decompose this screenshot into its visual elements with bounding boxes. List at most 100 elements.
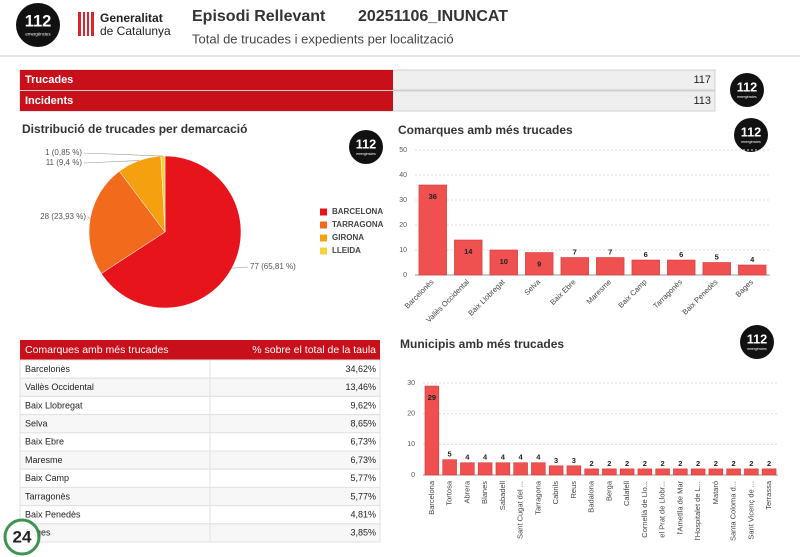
bar bbox=[454, 239, 483, 276]
legend-swatch bbox=[320, 208, 327, 216]
bar bbox=[418, 184, 447, 276]
data-label: 2 bbox=[625, 459, 629, 468]
table-row bbox=[19, 432, 381, 452]
x-tick-label: Sant Cugat del ... bbox=[516, 481, 525, 539]
chart-title: Comarques amb més trucades bbox=[398, 123, 573, 137]
y-tick-label: 10 bbox=[407, 441, 415, 448]
data-label: 2 bbox=[696, 459, 700, 468]
table-row bbox=[19, 450, 381, 470]
bar bbox=[566, 465, 582, 476]
table-cell: Selva bbox=[25, 418, 48, 428]
org-name: Generalitat bbox=[100, 11, 163, 25]
data-label: 2 bbox=[643, 459, 647, 468]
x-tick-label: Santa Coloma d... bbox=[729, 481, 738, 541]
bar bbox=[489, 249, 518, 276]
bar bbox=[702, 262, 731, 276]
y-tick-label: 0 bbox=[403, 272, 407, 279]
bar bbox=[738, 264, 767, 276]
data-label: 4 bbox=[519, 453, 524, 462]
table-cell: 4,81% bbox=[350, 509, 376, 519]
logo-number: 112 bbox=[737, 79, 758, 94]
table-row bbox=[19, 414, 381, 434]
legend-label: TARRAGONA bbox=[332, 220, 384, 229]
data-label: 2 bbox=[661, 459, 665, 468]
bar bbox=[548, 465, 564, 476]
summary-label: Incidents bbox=[25, 95, 73, 107]
table-cell: 8,65% bbox=[350, 418, 376, 428]
bar bbox=[602, 468, 617, 476]
bar bbox=[637, 468, 653, 476]
data-label: 7 bbox=[573, 247, 577, 256]
data-label: 4 bbox=[465, 453, 470, 462]
legend-label: BARCELONA bbox=[332, 207, 383, 216]
data-label: 11 (9,4 %) bbox=[46, 158, 83, 167]
bar bbox=[690, 468, 706, 476]
data-label: 7 bbox=[608, 247, 612, 256]
y-tick-label: 20 bbox=[399, 222, 407, 229]
table-cell: 9,62% bbox=[350, 400, 376, 410]
data-label: 5 bbox=[715, 252, 719, 261]
table-cell: 6,73% bbox=[350, 455, 376, 465]
x-tick-label: Berga bbox=[604, 480, 613, 501]
table-cell: Vallès Occidental bbox=[25, 382, 94, 392]
x-tick-label: Tortosa bbox=[445, 480, 454, 505]
logo-number: 112 bbox=[747, 331, 768, 346]
table-cell: 5,77% bbox=[350, 491, 376, 501]
data-label: 6 bbox=[644, 250, 648, 259]
legend-label: LLEIDA bbox=[332, 246, 361, 255]
table-cell: 6,73% bbox=[350, 437, 376, 447]
leader-line bbox=[231, 266, 249, 269]
data-label: 4 bbox=[501, 453, 506, 462]
data-label: 28 (23,93 %) bbox=[40, 212, 86, 221]
logo-112 bbox=[16, 3, 60, 47]
x-tick-label: Terrassa bbox=[764, 480, 773, 510]
y-tick-label: 10 bbox=[399, 247, 407, 254]
data-label: 4 bbox=[536, 453, 541, 462]
x-tick-label: Sant Vicenç de ... bbox=[746, 481, 755, 540]
summary-value: 117 bbox=[693, 74, 711, 86]
bar bbox=[708, 468, 724, 476]
x-tick-label: Mataró bbox=[711, 481, 720, 504]
table-header-bg bbox=[20, 340, 380, 360]
y-tick-label: 0 bbox=[411, 472, 415, 479]
flag-stripe bbox=[81, 12, 83, 36]
data-label: 2 bbox=[749, 459, 753, 468]
logo-112 bbox=[734, 118, 768, 152]
data-label: 2 bbox=[732, 459, 736, 468]
chart-title: Distribució de trucades per demarcació bbox=[22, 122, 247, 136]
leader-line bbox=[87, 216, 91, 220]
legend-label: GIRONA bbox=[332, 233, 364, 242]
bar bbox=[631, 259, 660, 276]
bar bbox=[495, 462, 511, 476]
table-cell: 5,77% bbox=[350, 473, 376, 483]
flag-stripe bbox=[89, 12, 91, 36]
bar bbox=[726, 468, 741, 476]
table-cell: Baix Ebre bbox=[25, 437, 64, 447]
data-label: 29 bbox=[428, 393, 436, 402]
org-name: de Catalunya bbox=[100, 24, 171, 38]
flag-stripe bbox=[85, 12, 87, 36]
data-label: 3 bbox=[572, 456, 576, 465]
x-tick-label: Cabrils bbox=[551, 481, 560, 505]
x-tick-label: Cornellà de Llo... bbox=[640, 481, 649, 538]
data-label: 77 (65,81 %) bbox=[250, 262, 296, 271]
data-label: 2 bbox=[590, 459, 594, 468]
y-tick-label: 50 bbox=[399, 147, 407, 154]
data-label: 5 bbox=[448, 450, 452, 459]
table-cell: 34,62% bbox=[345, 364, 376, 374]
bar bbox=[460, 462, 475, 476]
logo-number: 112 bbox=[25, 13, 52, 31]
logo-112 bbox=[740, 325, 774, 359]
x-tick-label: Blanes bbox=[480, 481, 489, 504]
data-label: 6 bbox=[679, 250, 683, 259]
data-label: 3 bbox=[554, 456, 558, 465]
bar bbox=[442, 459, 457, 476]
table-cell: 13,46% bbox=[345, 382, 376, 392]
table-cell: Maresme bbox=[25, 455, 63, 465]
data-label: 14 bbox=[464, 247, 473, 256]
legend-swatch bbox=[320, 221, 327, 229]
y-tick-label: 40 bbox=[399, 172, 407, 179]
bar bbox=[513, 462, 528, 476]
bar bbox=[424, 385, 440, 476]
